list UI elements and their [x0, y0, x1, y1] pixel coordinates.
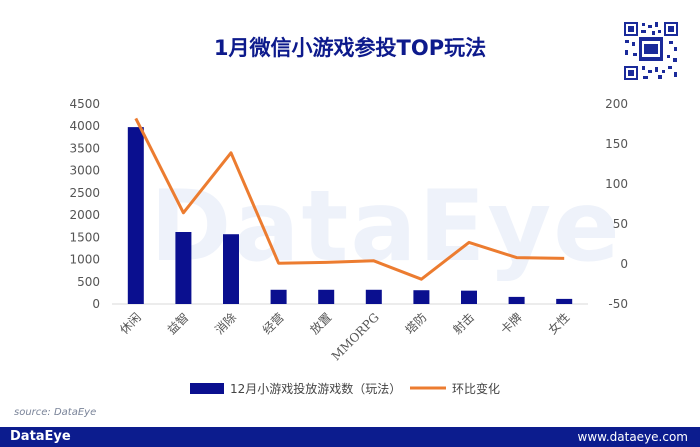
left-tick-label: 4000	[69, 119, 100, 133]
bar-MMORPG	[365, 289, 382, 304]
category-label: 放置	[307, 310, 335, 338]
bar-放置	[318, 289, 335, 304]
left-tick-label: 500	[77, 275, 100, 289]
left-tick-label: 0	[92, 297, 100, 311]
left-tick-label: 3000	[69, 164, 100, 178]
chart-title: 1月微信小游戏参投TOP玩法	[213, 36, 487, 60]
category-label: 益智	[164, 310, 192, 338]
legend: 12月小游戏投放游戏数（玩法） 环比变化	[190, 381, 500, 396]
bar-series	[127, 127, 573, 304]
source-note: source: DataEye	[14, 407, 97, 418]
right-tick-label: -50	[608, 297, 628, 311]
category-label: 塔防	[402, 310, 430, 338]
bar-女性	[556, 298, 573, 304]
right-tick-label: 200	[605, 97, 628, 111]
left-tick-label: 2500	[69, 186, 100, 200]
right-tick-label: 50	[613, 217, 628, 231]
legend-bar-swatch	[190, 383, 224, 394]
category-label: 消除	[212, 310, 240, 338]
legend-bar-label: 12月小游戏投放游戏数（玩法）	[230, 381, 401, 396]
right-tick-label: 0	[620, 257, 628, 271]
bar-卡牌	[508, 296, 525, 304]
left-tick-label: 1500	[69, 230, 100, 244]
line-series	[134, 117, 565, 281]
footer-url: www.dataeye.com	[577, 430, 689, 444]
legend-line-label: 环比变化	[452, 381, 500, 396]
qr-code-icon	[622, 20, 680, 82]
left-tick-label: 4500	[69, 97, 100, 111]
left-axis-ticks: 0 500 1000 1500 2000 2500 3000 3500 4000 4500	[69, 97, 100, 311]
right-tick-label: 100	[605, 177, 628, 191]
footer-bar: DataEye www.dataeye.com	[0, 427, 700, 447]
category-label: 卡牌	[498, 310, 525, 337]
left-tick-label: 3500	[69, 141, 100, 155]
category-label: MMORPG	[329, 310, 382, 363]
bar-经营	[270, 289, 287, 304]
footer-brand: DataEye	[10, 429, 71, 444]
right-tick-label: 150	[605, 137, 628, 151]
category-label: 休闲	[117, 310, 144, 337]
category-label: 射击	[450, 310, 478, 338]
bar-益智	[175, 232, 192, 304]
right-axis-ticks: -50 0 50 100 150 200	[605, 97, 628, 311]
bar-消除	[223, 234, 239, 304]
bar-塔防	[413, 290, 430, 304]
bar-射击	[461, 290, 477, 304]
left-tick-label: 1000	[69, 253, 100, 267]
left-tick-label: 2000	[69, 208, 100, 222]
category-label: 经营	[260, 310, 287, 337]
category-label: 女性	[545, 310, 573, 338]
bar-休闲	[127, 127, 144, 304]
